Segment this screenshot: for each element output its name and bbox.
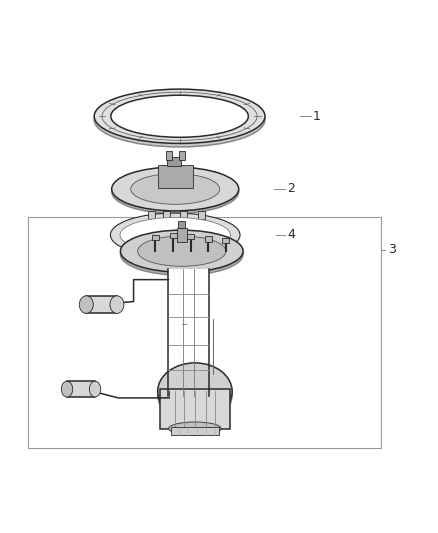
Ellipse shape [61,381,73,397]
Ellipse shape [158,363,232,420]
Bar [187,233,194,239]
Bar [167,269,209,395]
Bar [160,389,230,429]
Ellipse shape [111,95,248,138]
Ellipse shape [110,296,124,313]
Ellipse shape [158,366,232,423]
Text: 1: 1 [313,110,321,123]
Ellipse shape [120,233,243,275]
Ellipse shape [94,89,265,143]
Bar [198,211,205,219]
Ellipse shape [112,169,239,214]
Bar [205,236,212,241]
Ellipse shape [138,236,226,266]
Bar [180,211,187,219]
Ellipse shape [110,213,240,257]
Text: 3: 3 [388,244,396,256]
Ellipse shape [112,167,239,211]
Ellipse shape [131,174,219,204]
Bar [152,235,159,240]
Bar [166,151,172,159]
Ellipse shape [79,296,93,313]
FancyBboxPatch shape [158,165,193,188]
Text: 5: 5 [188,318,196,331]
Ellipse shape [120,217,230,253]
Bar [163,211,170,219]
Bar [167,157,181,166]
Text: 4: 4 [287,229,295,241]
Ellipse shape [169,422,221,435]
Bar [171,427,219,435]
Bar [222,238,229,243]
Bar [179,151,185,159]
Bar [178,221,185,229]
Bar [28,217,381,448]
Bar [67,381,95,397]
Bar [170,233,177,238]
Bar [148,211,155,219]
Ellipse shape [94,93,265,147]
Text: 2: 2 [287,182,295,196]
Bar [177,229,187,241]
Ellipse shape [89,381,101,397]
Bar [86,296,117,313]
Ellipse shape [120,230,243,272]
Ellipse shape [94,296,110,313]
